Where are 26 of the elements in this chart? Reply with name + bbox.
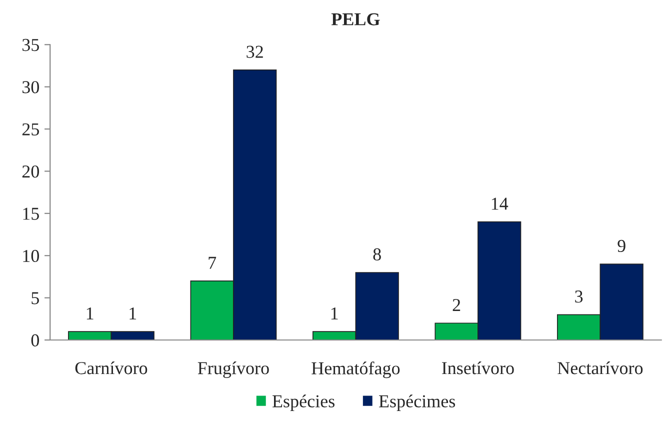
data-label: 1	[331, 307, 338, 320]
chart-title: PELG	[331, 13, 380, 26]
y-tick-label: 30	[22, 81, 39, 94]
data-label: 8	[373, 248, 381, 260]
data-label: 3	[575, 290, 583, 303]
x-tick-label: Carnívoro	[75, 362, 148, 374]
x-tick-label: Hematófago	[312, 362, 400, 378]
legend-label: Espécimes	[379, 394, 456, 412]
y-tick-label: 0	[31, 334, 39, 346]
data-label: 1	[130, 307, 136, 320]
y-tick-label: 5	[32, 292, 39, 304]
x-tick-label: Insetívoro	[442, 362, 514, 374]
data-label: 2	[452, 298, 460, 311]
data-label: 32	[246, 46, 263, 58]
data-label: 14	[492, 198, 508, 210]
y-tick-label: 20	[22, 165, 39, 178]
y-tick-label: 25	[22, 123, 39, 136]
data-label: 9	[618, 240, 626, 252]
y-tick-label: 10	[23, 250, 39, 262]
legend-label: Espécies	[272, 394, 334, 412]
x-tick-label: Nectarívoro	[558, 362, 643, 374]
x-tick-label: Frugívoro	[198, 362, 269, 378]
y-tick-label: 15	[23, 208, 39, 220]
data-label: 1	[86, 307, 94, 320]
y-tick-label: 35	[22, 38, 39, 52]
data-label: 7	[208, 256, 216, 269]
